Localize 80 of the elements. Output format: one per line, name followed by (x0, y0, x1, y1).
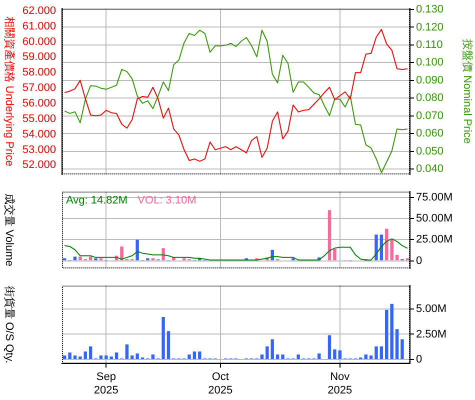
bar (62, 355, 66, 360)
y2-tick-label: 0 (416, 254, 422, 267)
y2-axis-title: 按盤價 Nominal Price (460, 39, 474, 144)
bar (73, 256, 77, 260)
y-axis-title: 相關資產價格 Underlying Price (2, 16, 16, 166)
y2-tick-label: 50.00M (416, 212, 453, 225)
y-tick-label: 57.000 (22, 82, 56, 94)
bar (369, 355, 373, 360)
y-axis-title: 街貨量 O/S Qty. (2, 286, 16, 364)
bar (400, 339, 404, 360)
x-tick-label: Sep 2025 (94, 371, 118, 396)
bar (120, 246, 124, 260)
bar (333, 349, 336, 360)
bar (162, 248, 165, 260)
y-tick-label: 60.000 (22, 36, 56, 48)
bar (380, 346, 384, 360)
bar (338, 350, 342, 360)
bar (328, 335, 332, 360)
y2-tick-label: 0.040 (416, 163, 444, 176)
y-tick-label: 56.000 (22, 97, 56, 110)
y2-tick-label: 0.120 (416, 21, 444, 34)
y2-tick-label: 25.00M (416, 234, 453, 246)
bar (328, 210, 332, 260)
x-tick-label: Oct 2025 (208, 371, 233, 396)
y2-tick-label: 2.50M (416, 328, 447, 340)
bar (276, 354, 280, 360)
bar (88, 256, 92, 260)
y-tick-label: 54.000 (22, 128, 56, 140)
bar (136, 353, 139, 360)
bar (99, 355, 103, 360)
bar (296, 354, 300, 360)
bar (317, 353, 321, 360)
bar (88, 346, 92, 360)
y2-tick-label: 0.080 (416, 92, 444, 104)
bar (73, 355, 77, 360)
bar (385, 228, 388, 260)
text: VOL: 3.10M (138, 194, 196, 207)
bar (162, 317, 165, 360)
bar (130, 355, 134, 360)
y2-tick-label: 0.110 (416, 38, 443, 51)
bar (84, 351, 87, 360)
bar (188, 354, 191, 360)
bar (166, 331, 170, 360)
bar (78, 256, 82, 260)
y2-tick-label: 0.070 (416, 110, 444, 122)
y-axis-title: 成交量 Volume (2, 194, 16, 266)
bar (385, 310, 388, 360)
y2-tick-label: 5.00M (416, 302, 447, 315)
bar (114, 352, 118, 360)
bar (151, 354, 155, 360)
y2-tick-label: 0.050 (416, 145, 444, 158)
y2-tick-label: 0.100 (416, 56, 444, 69)
text: Avg: 14.82M (66, 194, 128, 207)
bar (390, 240, 394, 260)
bar (395, 329, 399, 360)
bar (136, 240, 139, 260)
x-tick-label: Nov 2025 (328, 371, 352, 396)
y-tick-label: 53.000 (22, 144, 56, 156)
bar (333, 248, 336, 260)
y-tick-label: 58.000 (22, 66, 56, 79)
y2-tick-label: 0 (416, 354, 422, 366)
y2-tick-label: 0.090 (416, 74, 444, 86)
bar (281, 354, 284, 360)
bar (125, 344, 129, 360)
bar (374, 346, 378, 360)
bar (395, 254, 399, 260)
y-tick-label: 62.000 (22, 4, 56, 17)
y-tick-label: 59.000 (22, 51, 56, 64)
bar (390, 304, 394, 360)
y2-tick-label: 0.130 (416, 4, 444, 16)
bar (374, 234, 378, 260)
bar (260, 354, 264, 360)
y-tick-label: 55.000 (22, 112, 56, 125)
y-tick-label: 61.000 (22, 20, 56, 32)
bar (68, 352, 72, 360)
y-tick-label: 52.000 (22, 159, 56, 172)
y2-tick-label: 0.060 (416, 128, 444, 140)
bar (192, 351, 196, 360)
bar (78, 356, 82, 360)
y2-tick-label: 75.00M (416, 192, 453, 204)
